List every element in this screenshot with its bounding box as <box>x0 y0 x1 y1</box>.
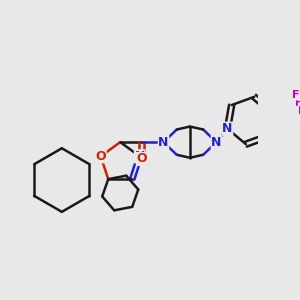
Text: O: O <box>136 152 147 166</box>
Text: N: N <box>134 150 145 163</box>
Text: N: N <box>211 136 222 149</box>
Text: O: O <box>95 150 106 163</box>
Text: F: F <box>295 98 300 108</box>
Text: F: F <box>298 106 300 116</box>
Text: F: F <box>292 90 299 100</box>
Text: N: N <box>158 136 169 149</box>
Text: N: N <box>222 122 233 135</box>
